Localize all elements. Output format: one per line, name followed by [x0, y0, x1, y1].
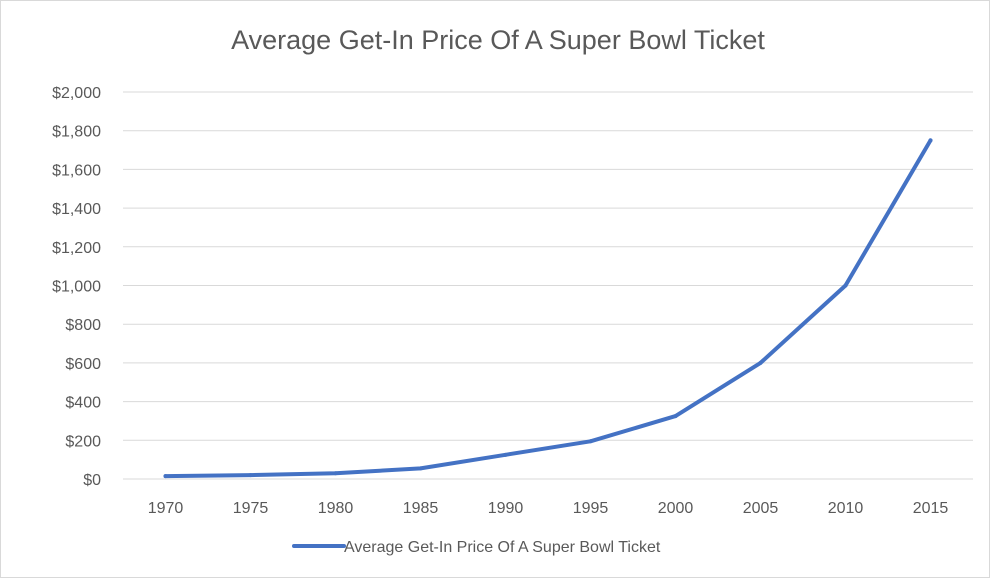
y-tick-label: $1,400 [52, 201, 101, 218]
y-tick-label: $1,000 [52, 279, 101, 296]
y-tick-label: $1,800 [52, 124, 101, 141]
data-point [503, 452, 508, 457]
y-tick-label: $2,000 [52, 85, 101, 102]
y-tick-label: $1,200 [52, 240, 101, 257]
legend: Average Get-In Price Of A Super Bowl Tic… [292, 539, 661, 556]
y-tick-label: $800 [65, 317, 101, 334]
y-tick-label: $600 [65, 356, 101, 373]
data-point [588, 439, 593, 444]
x-tick-label: 1980 [318, 500, 354, 517]
data-point [758, 360, 763, 365]
y-tick-label: $400 [65, 395, 101, 412]
legend-label: Average Get-In Price Of A Super Bowl Tic… [344, 539, 661, 556]
y-tick-label: $200 [65, 433, 101, 450]
x-tick-label: 2005 [743, 500, 779, 517]
x-tick-label: 2000 [658, 500, 694, 517]
x-axis-tick-labels: 1970 1975 1980 1985 1990 1995 2000 2005 2010 2015 [148, 500, 949, 517]
data-point [418, 466, 423, 471]
x-tick-label: 1990 [488, 500, 524, 517]
data-point [163, 474, 168, 479]
x-tick-label: 1995 [573, 500, 609, 517]
x-tick-label: 1975 [233, 500, 269, 517]
x-tick-label: 1985 [403, 500, 439, 517]
y-tick-label: $0 [83, 472, 101, 489]
data-point [843, 283, 848, 288]
x-tick-label: 1970 [148, 500, 184, 517]
data-point [928, 138, 933, 143]
gridlines [123, 91, 973, 480]
series-layer [163, 138, 933, 479]
x-tick-label: 2010 [828, 500, 864, 517]
y-tick-label: $1,600 [52, 162, 101, 179]
chart-title: Average Get-In Price Of A Super Bowl Tic… [231, 25, 765, 55]
data-point [333, 471, 338, 476]
data-point [248, 473, 253, 478]
data-point [673, 414, 678, 419]
x-tick-label: 2015 [913, 500, 949, 517]
y-axis-tick-labels: $0 $200 $400 $600 $800 $1,000 $1,200 $1,400 $1,6… [52, 85, 101, 489]
series-line [163, 138, 933, 479]
